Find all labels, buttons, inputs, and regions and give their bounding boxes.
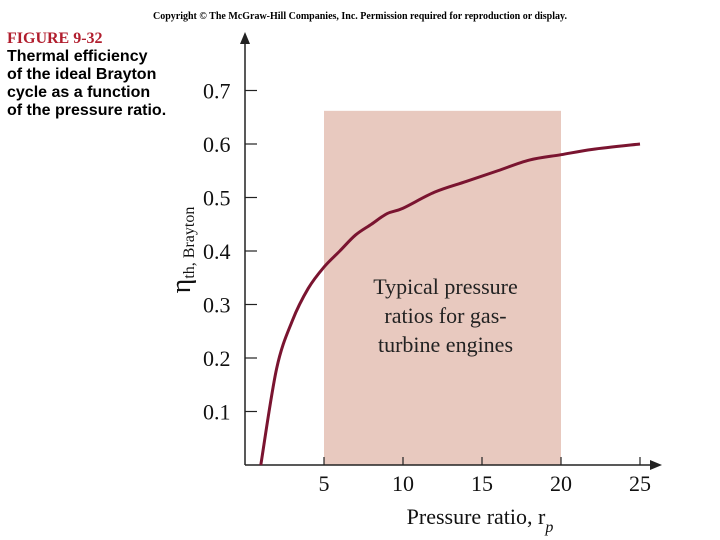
y-tick-label: 0.1 bbox=[203, 400, 231, 425]
shaded-region-label-line: ratios for gas- bbox=[384, 303, 506, 328]
x-axis-label: Pressure ratio, rp bbox=[407, 504, 554, 536]
y-axis-label-sub: th, Brayton bbox=[181, 207, 198, 279]
y-tick-label: 0.3 bbox=[203, 293, 231, 318]
figure-caption: FIGURE 9-32 Thermal efficiency of the id… bbox=[7, 30, 167, 120]
figure-caption-text: Thermal efficiency of the ideal Brayton … bbox=[7, 48, 167, 119]
y-tick-label: 0.4 bbox=[203, 239, 231, 264]
y-tick-label: 0.2 bbox=[203, 346, 231, 371]
x-tick-label: 20 bbox=[550, 471, 572, 496]
y-axis-arrow bbox=[240, 32, 250, 44]
x-tick-label: 25 bbox=[629, 471, 651, 496]
shaded-region-label: Typical pressure ratios for gas-turbine e… bbox=[373, 274, 517, 357]
shaded-region-label-line: Typical pressure bbox=[373, 274, 517, 299]
y-axis-label-main: η bbox=[166, 279, 197, 294]
x-axis-label-main: Pressure ratio, r bbox=[407, 504, 546, 529]
y-tick-label: 0.5 bbox=[203, 186, 231, 211]
y-tick-label: 0.6 bbox=[203, 132, 231, 157]
x-axis-ticks: 5 10 15 20 25 bbox=[319, 457, 651, 496]
y-tick-label: 0.7 bbox=[203, 79, 231, 104]
figure-number: FIGURE 9-32 bbox=[7, 30, 103, 47]
x-tick-label: 10 bbox=[392, 471, 414, 496]
x-tick-label: 15 bbox=[471, 471, 493, 496]
y-axis-ticks: 0.1 0.2 0.3 0.4 0.5 0.6 0.7 bbox=[203, 79, 257, 425]
shaded-region-label-line: turbine engines bbox=[378, 332, 513, 357]
x-axis-label-sub: p bbox=[544, 519, 553, 536]
x-tick-label: 5 bbox=[319, 471, 330, 496]
x-axis-arrow bbox=[650, 460, 662, 470]
typical-pressure-ratio-region bbox=[324, 110, 561, 465]
y-axis-label: ηth, Brayton bbox=[166, 207, 198, 294]
efficiency-curve bbox=[259, 142, 641, 466]
copyright-notice: Copyright © The McGraw-Hill Companies, I… bbox=[153, 11, 567, 22]
